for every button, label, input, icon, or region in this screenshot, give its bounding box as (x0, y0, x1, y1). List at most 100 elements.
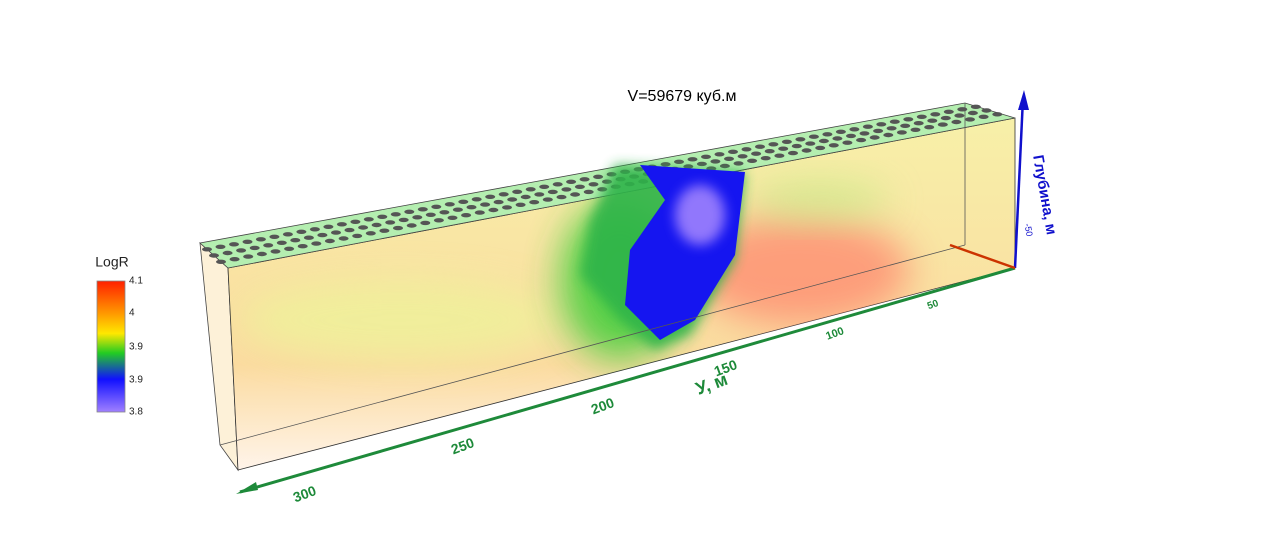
colorbar-tick: 4 (129, 308, 135, 319)
electrode (336, 222, 347, 227)
electrode (529, 200, 540, 205)
electrode (940, 115, 951, 121)
electrode (507, 197, 518, 202)
electrode (741, 147, 752, 152)
electrode (842, 140, 853, 145)
electrode (263, 243, 274, 248)
electrode (377, 214, 388, 219)
electrode (970, 104, 981, 110)
depth-arrow (1018, 90, 1029, 110)
electrode (352, 233, 363, 239)
electrode (556, 194, 567, 200)
electrode (791, 143, 802, 149)
colorbar-label: LogR (95, 254, 128, 270)
electrode (751, 151, 762, 156)
electrode (311, 241, 322, 246)
electrode (795, 137, 806, 142)
electrode (714, 152, 725, 157)
electrode (778, 146, 789, 151)
electrode (379, 228, 390, 233)
electrode (466, 205, 477, 210)
colorbar-tick: 3.9 (129, 375, 143, 386)
anomaly-min (675, 185, 725, 245)
electrode (296, 229, 307, 234)
electrode (425, 212, 436, 217)
electrode (900, 123, 911, 128)
edge (219, 244, 966, 446)
colorbar (96, 280, 126, 413)
electrode (579, 177, 590, 182)
electrode (249, 245, 260, 251)
electrode (404, 209, 415, 214)
electrode (539, 184, 550, 189)
electrode (515, 202, 526, 207)
electrode (561, 187, 572, 192)
electrode (358, 225, 369, 230)
electrode (276, 240, 287, 245)
electrode (242, 239, 253, 244)
electrode (768, 142, 779, 147)
electrode (873, 128, 884, 134)
electrode (290, 238, 301, 243)
electrode (534, 192, 545, 197)
electrode (371, 222, 382, 228)
electrode (674, 159, 684, 164)
electrode (433, 218, 444, 223)
electrode (781, 139, 792, 144)
electrode (583, 189, 594, 195)
electrode (593, 174, 604, 179)
colorbar-tick: 3.9 (129, 342, 143, 353)
electrode (660, 162, 671, 167)
electrode (869, 135, 880, 140)
y-axis (239, 266, 1016, 494)
electrode (889, 119, 900, 124)
electrode (393, 225, 403, 231)
electrode (444, 202, 455, 207)
electrode (965, 117, 975, 122)
electrode (683, 164, 694, 169)
electrode (951, 119, 962, 125)
electrode (458, 199, 469, 204)
depth-axis (1013, 97, 1025, 269)
electrode (760, 156, 771, 161)
y-tick-label: 200 (589, 394, 617, 417)
y-tick-label: 300 (291, 482, 319, 505)
electrode (474, 210, 485, 215)
electrode (552, 182, 563, 187)
y-tick-label: 50 (926, 298, 941, 312)
electrode (344, 227, 355, 233)
electrode (365, 231, 376, 236)
electrode (733, 161, 744, 166)
electrode (447, 215, 458, 220)
electrode (480, 202, 491, 207)
electrode (338, 236, 349, 241)
electrode (719, 163, 730, 169)
electrode (331, 230, 341, 235)
electrode (788, 150, 798, 156)
electrode (846, 133, 856, 139)
electrode (957, 107, 968, 112)
electrode (229, 242, 239, 247)
y-tick-label: 150 (712, 356, 740, 379)
electrode (937, 122, 948, 127)
electrode (363, 217, 374, 222)
electrode (270, 249, 281, 254)
colorbar-tick: 4.1 (129, 276, 143, 287)
electrode (886, 126, 897, 131)
electrode (216, 259, 226, 264)
electrode (930, 112, 941, 117)
electrode (222, 250, 233, 256)
colorbar-tick: 3.8 (129, 407, 143, 418)
electrode (924, 125, 935, 130)
electrode (256, 251, 267, 257)
electrode (398, 217, 409, 223)
electrode (229, 257, 240, 262)
electrode (406, 223, 417, 228)
electrode (485, 194, 496, 199)
electrode (903, 117, 914, 122)
electrode (849, 127, 860, 132)
electrode (805, 141, 816, 146)
electrode (209, 253, 219, 258)
electrode (818, 138, 829, 144)
electrode (350, 219, 361, 224)
